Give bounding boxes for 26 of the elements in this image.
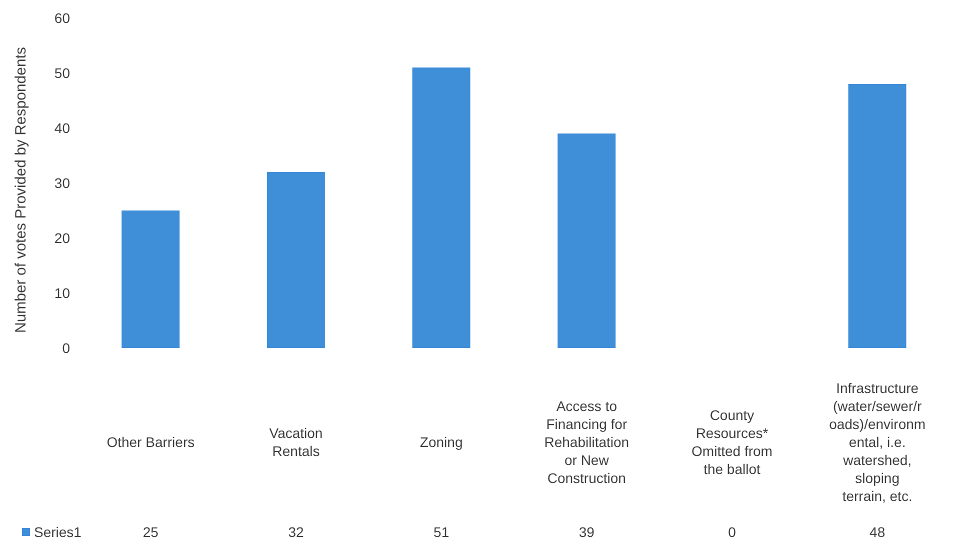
- x-tick-label: Infrastructure (water/sewer/roads)/environmental, i.e. watershed, sloping terrain, etc.: [829, 380, 926, 504]
- data-label: 25: [142, 524, 159, 540]
- y-tick-label: 60: [54, 10, 70, 26]
- bar: [266, 172, 325, 348]
- data-label: 32: [288, 524, 304, 540]
- data-label: 51: [434, 524, 450, 540]
- bar: [412, 68, 470, 348]
- data-label: 48: [870, 524, 886, 540]
- x-tick-label: County Resources* Omitted from the ballot: [692, 406, 772, 477]
- legend-label: Series1: [34, 524, 82, 540]
- y-tick-label: 10: [54, 284, 70, 301]
- y-tick-label: 50: [54, 64, 70, 81]
- x-tick-label: Zoning: [420, 434, 463, 450]
- y-tick-label: 20: [54, 230, 70, 246]
- data-label: 39: [578, 524, 595, 540]
- y-tick-label: 30: [54, 174, 70, 191]
- y-axis-title: Number of votes Provided by Respondents: [12, 47, 30, 333]
- bar: [558, 134, 616, 348]
- x-tick-label: Other Barriers: [106, 434, 195, 450]
- data-label: 0: [728, 524, 736, 540]
- bar: [122, 210, 180, 348]
- x-tick-label: Vacation Rentals: [269, 424, 323, 459]
- x-tick-label: Access to Financing for Rehabilitation or New Construction: [544, 398, 630, 486]
- y-tick-label: 40: [54, 120, 70, 136]
- y-tick-label: 0: [62, 340, 70, 356]
- bar: [848, 84, 906, 348]
